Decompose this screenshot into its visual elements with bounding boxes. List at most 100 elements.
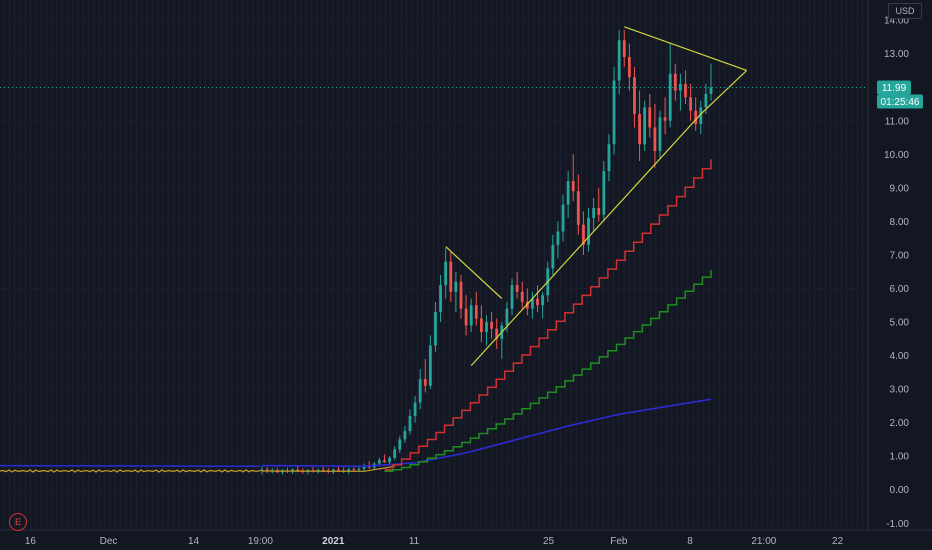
candle-body [418, 379, 422, 403]
price-tick-label: 14.00 [884, 16, 909, 27]
candle-body [668, 73, 672, 121]
candle-body [479, 318, 483, 333]
candle-body [490, 322, 494, 329]
candle-body [408, 415, 412, 432]
candle-body [510, 285, 514, 309]
price-tick-label: 8.00 [890, 217, 910, 228]
candle-body [561, 204, 565, 232]
price-tick-label: 11.00 [885, 116, 910, 127]
time-tick-label: 8 [687, 536, 693, 547]
candle-body [413, 402, 417, 416]
candle-body [658, 117, 662, 151]
price-tick-label: 13.00 [884, 49, 909, 60]
price-tick-label: 5.00 [890, 318, 910, 329]
candle-body [505, 308, 509, 326]
candle-body [296, 469, 300, 471]
candle-body [495, 328, 499, 339]
candle-body [388, 457, 391, 463]
earnings-marker[interactable]: E [9, 513, 27, 531]
vertical-grid [3, 0, 869, 530]
last-price-value: 11.99 [882, 83, 907, 94]
candle-body [362, 466, 366, 469]
candle-body [602, 171, 606, 215]
candle-body [643, 107, 647, 145]
time-tick-label: 21:00 [751, 536, 776, 547]
price-tick-label: 10.00 [884, 150, 909, 161]
trendline [445, 246, 503, 299]
indicator-series [0, 159, 712, 473]
candle-body [653, 127, 657, 151]
candle-body [638, 114, 641, 145]
candle-body [352, 469, 356, 471]
candle-body [393, 449, 397, 458]
candle-body [576, 191, 580, 225]
candle-body [485, 322, 488, 333]
candle-body [439, 285, 442, 312]
candle-body [520, 291, 524, 302]
candle-body [454, 281, 458, 292]
candle-body [689, 97, 692, 111]
candle-body [571, 181, 575, 192]
candle-body [434, 311, 437, 346]
candle-body [648, 107, 652, 128]
trendline-drawings[interactable] [445, 26, 748, 367]
candle-body [633, 77, 636, 115]
candle-body [709, 87, 713, 94]
candle-body [536, 298, 539, 306]
candle-body [444, 261, 448, 286]
candle-body [367, 466, 371, 468]
candle-body [551, 244, 555, 269]
candle-body [617, 40, 621, 81]
price-tick-label: 2.00 [890, 418, 910, 429]
candle-body [357, 468, 361, 470]
bar-countdown-badge: 01:25:46 [877, 94, 923, 109]
candle-body [469, 305, 473, 326]
candle-body [673, 73, 677, 91]
candle-body [428, 345, 432, 386]
price-tick-label: 4.00 [890, 351, 910, 362]
price-tick-label: 6.00 [890, 284, 910, 295]
time-tick-label: Feb [610, 536, 628, 547]
candle-body [337, 469, 340, 471]
candle-body [347, 469, 351, 472]
pre-history-series [0, 469, 262, 473]
candle-body [403, 431, 407, 440]
candle-body [459, 281, 463, 309]
candle-body [556, 231, 560, 245]
candle-body [566, 181, 570, 205]
time-tick-label: 11 [409, 536, 420, 547]
price-tick-label: 3.00 [890, 385, 910, 396]
candle-body [582, 224, 585, 245]
time-tick-label: 2021 [322, 536, 345, 547]
candle-body [464, 308, 468, 326]
candle-body [684, 83, 687, 98]
candle-body [597, 207, 601, 215]
candle-body [607, 144, 611, 172]
candle-body [515, 285, 519, 292]
candle-body [531, 298, 534, 309]
price-tick-label: 1.00 [890, 452, 910, 463]
price-tick-label: 7.00 [890, 250, 910, 261]
orange-moving-average [261, 465, 395, 472]
candle-body [377, 460, 381, 464]
candle-body [525, 301, 529, 309]
time-tick-label: 25 [543, 536, 555, 547]
time-tick-label: 22 [832, 536, 844, 547]
candle-body [321, 469, 325, 471]
candle-body [627, 57, 631, 78]
red-step-line [384, 159, 712, 471]
candle-body [423, 379, 427, 386]
candle-body [449, 261, 453, 292]
candle-body [704, 93, 708, 108]
blue-ma-history [0, 464, 261, 468]
green-step-line [384, 270, 712, 473]
candle-body [663, 117, 667, 121]
candle-body [398, 439, 402, 450]
candle-body [587, 218, 590, 245]
price-tick-label: 9.00 [890, 183, 910, 194]
countdown-value: 01:25:46 [881, 97, 920, 108]
time-tick-label: 19:00 [248, 536, 273, 547]
blue-moving-average [262, 398, 712, 468]
currency-button[interactable]: USD [888, 3, 922, 19]
